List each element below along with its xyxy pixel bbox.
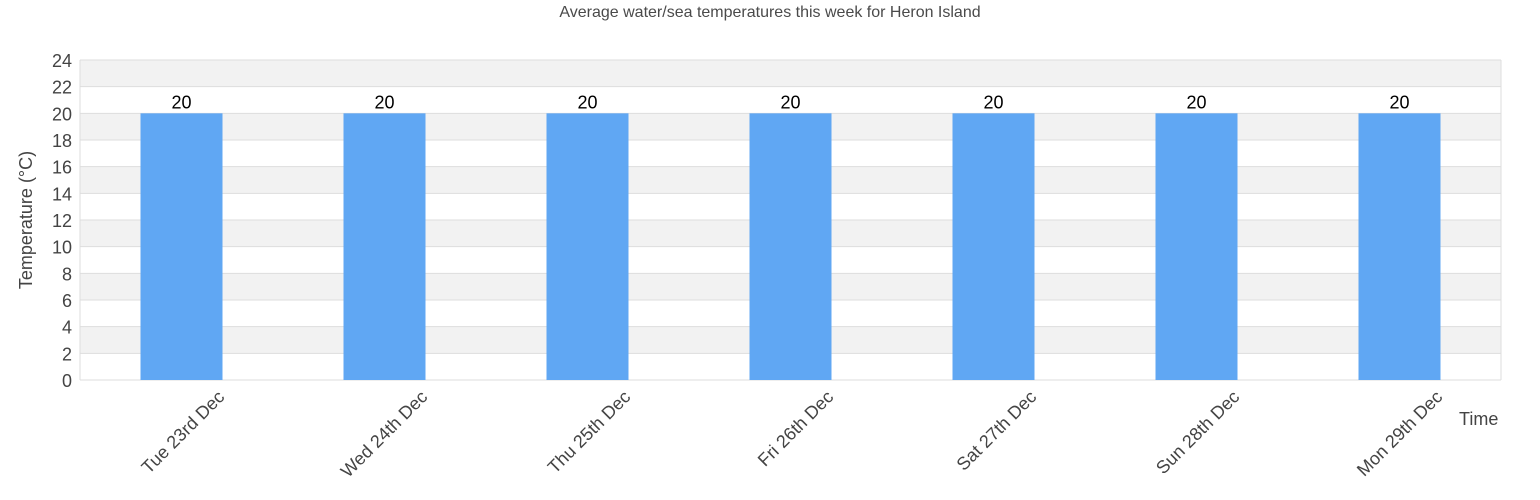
y-tick-label: 24: [52, 51, 72, 71]
x-tick-label: Mon 29th Dec: [1353, 387, 1446, 480]
y-tick-label: 4: [62, 318, 72, 338]
y-tick-label: 16: [52, 158, 72, 178]
bar-value-label: 20: [780, 92, 800, 112]
y-tick-label: 18: [52, 131, 72, 151]
bar: [343, 113, 426, 380]
y-axis-label: Temperature (°C): [16, 151, 36, 289]
x-tick-label: Sat 27th Dec: [953, 387, 1041, 475]
y-tick-label: 0: [62, 371, 72, 391]
bar-value-label: 20: [171, 92, 191, 112]
y-tick-label: 22: [52, 78, 72, 98]
bar-value-label: 20: [1186, 92, 1206, 112]
bar: [140, 113, 223, 380]
y-tick-label: 10: [52, 238, 72, 258]
x-axis-ticks: Tue 23rd Dec Wed 24th Dec Thu 25th Dec Fri …: [138, 387, 1447, 482]
bar: [1155, 113, 1238, 380]
y-tick-label: 2: [62, 344, 72, 364]
x-tick-label: Fri 26th Dec: [754, 387, 837, 470]
bar: [749, 113, 832, 380]
bar: [546, 113, 629, 380]
x-tick-label: Wed 24th Dec: [337, 387, 432, 482]
bar-value-label: 20: [983, 92, 1003, 112]
y-tick-label: 8: [62, 264, 72, 284]
x-tick-label: Thu 25th Dec: [544, 387, 635, 478]
y-tick-label: 20: [52, 104, 72, 124]
bar-value-label: 20: [577, 92, 597, 112]
y-tick-label: 14: [52, 184, 72, 204]
bar: [1358, 113, 1441, 380]
y-tick-label: 12: [52, 211, 72, 231]
chart-title: Average water/sea temperatures this week…: [559, 4, 980, 21]
x-tick-label: Sun 28th Dec: [1152, 387, 1243, 478]
bar: [952, 113, 1035, 380]
y-tick-label: 6: [62, 291, 72, 311]
bar-value-label: 20: [374, 92, 394, 112]
bar-value-label: 20: [1389, 92, 1409, 112]
x-axis-label: Time: [1459, 409, 1498, 429]
bars: 20 20 20 20 20 20 20: [140, 92, 1441, 380]
x-tick-label: Tue 23rd Dec: [138, 387, 229, 478]
